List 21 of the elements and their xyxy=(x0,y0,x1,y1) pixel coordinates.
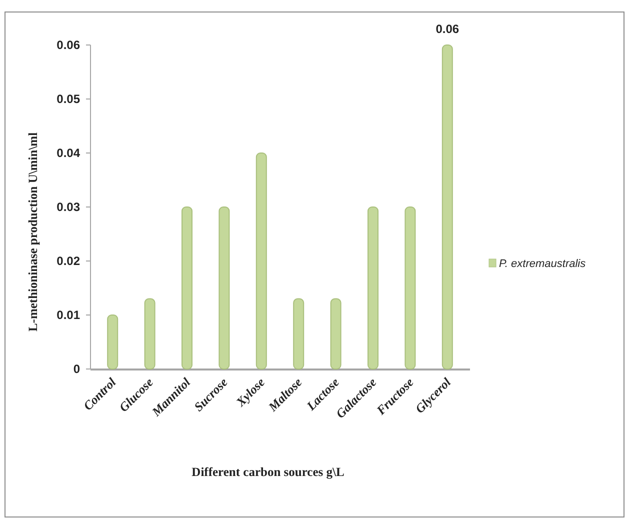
x-axis-title: Different carbon sources g\L xyxy=(192,465,344,479)
bar xyxy=(293,298,304,370)
y-tick-label: 0.04 xyxy=(56,146,80,160)
y-tick-label: 0.06 xyxy=(56,38,80,52)
bar xyxy=(144,298,156,370)
bar xyxy=(442,44,453,370)
bar xyxy=(404,206,416,370)
bar xyxy=(330,298,342,370)
bar xyxy=(218,206,230,370)
y-tick-label: 0.02 xyxy=(56,254,80,268)
bar xyxy=(256,152,267,370)
y-tick-label: 0.03 xyxy=(56,200,80,214)
y-tick-label: 0.05 xyxy=(56,92,80,106)
legend-label: P. extremaustralis xyxy=(499,258,586,270)
bar xyxy=(107,314,118,370)
bar xyxy=(182,206,192,370)
data-label: 0.06 xyxy=(436,22,460,36)
y-tick-label: 0 xyxy=(73,362,80,376)
bar xyxy=(368,206,378,370)
y-tick-label: 0.01 xyxy=(56,308,80,322)
y-axis-title: L-methioninase production U\min\ml xyxy=(26,132,40,332)
